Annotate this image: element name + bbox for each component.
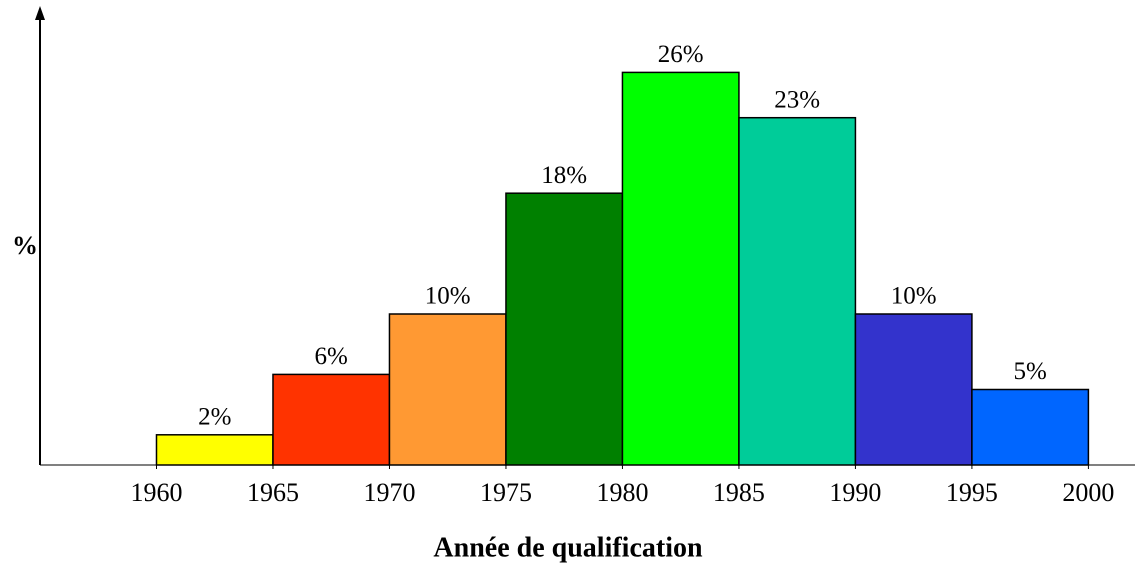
value-label: 23% xyxy=(774,86,820,113)
value-label: 5% xyxy=(1013,358,1046,385)
x-axis-label: Année de qualification xyxy=(433,532,703,563)
value-label: 18% xyxy=(541,162,587,189)
bar xyxy=(738,116,857,466)
value-label: 10% xyxy=(425,283,471,310)
bar xyxy=(971,388,1090,466)
value-label: 2% xyxy=(198,404,231,431)
value-label: 6% xyxy=(315,343,348,370)
y-axis-arrow xyxy=(35,6,45,20)
x-tick-label: 2000 xyxy=(1062,478,1114,507)
bar xyxy=(505,192,624,466)
bar xyxy=(621,71,740,466)
bar xyxy=(854,313,973,466)
bar xyxy=(388,313,507,466)
x-tick-label: 1990 xyxy=(829,478,881,507)
x-tick-label: 1965 xyxy=(247,478,299,507)
bar xyxy=(155,434,274,466)
value-label: 26% xyxy=(658,41,704,68)
x-tick-label: 1960 xyxy=(130,478,182,507)
x-tick-label: 1975 xyxy=(480,478,532,507)
value-label: 10% xyxy=(891,283,937,310)
bar xyxy=(272,373,391,466)
x-tick-label: 1995 xyxy=(946,478,998,507)
x-tick-label: 1985 xyxy=(713,478,765,507)
x-tick-label: 1970 xyxy=(363,478,415,507)
x-tick-label: 1980 xyxy=(596,478,648,507)
y-axis-label: % xyxy=(12,231,38,260)
